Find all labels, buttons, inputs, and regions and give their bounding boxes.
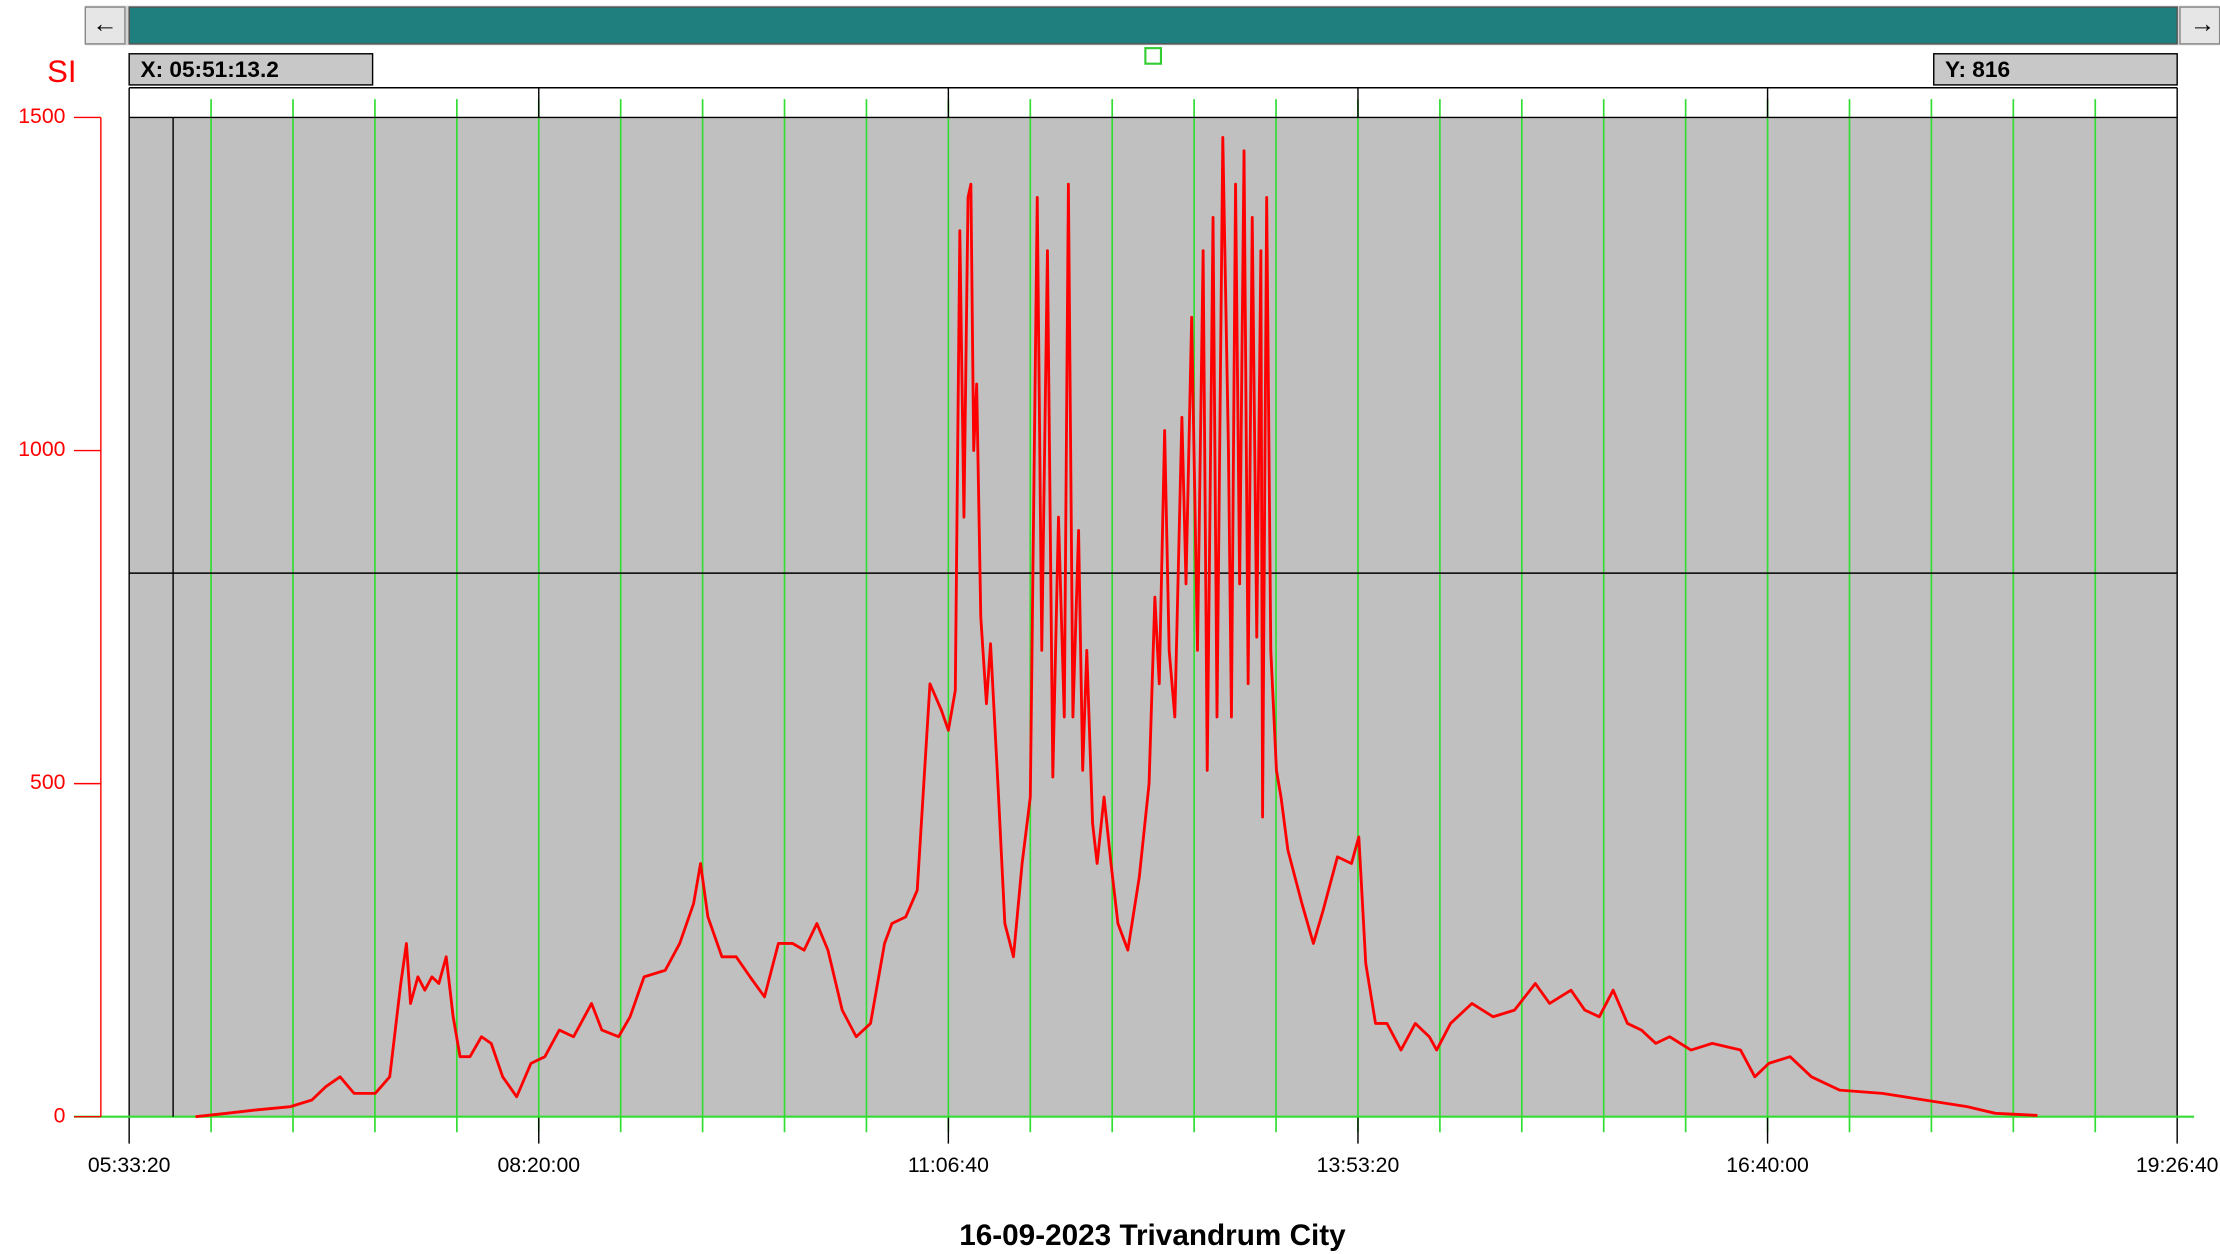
chart-title: 16-09-2023 Trivandrum City	[959, 1219, 1346, 1252]
scroll-thumb[interactable]	[128, 6, 2178, 45]
x-tick-label: 08:20:00	[497, 1154, 580, 1177]
scroll-left-button[interactable]	[84, 6, 126, 45]
center-marker	[1144, 47, 1163, 65]
x-tick-label: 13:53:20	[1317, 1154, 1400, 1177]
data-line	[195, 136, 2038, 1119]
y-readout-box	[1933, 53, 2178, 86]
scroll-right-button[interactable]	[2179, 6, 2220, 45]
x-tick-label: 05:33:20	[88, 1154, 171, 1177]
x-readout-box	[128, 53, 374, 86]
scroll-left-arrow[interactable]: ←	[92, 10, 117, 38]
x-readout: X: 05:51:13.2	[140, 57, 278, 82]
x-tick-label: 11:06:40	[908, 1154, 989, 1177]
y-tick-label: 1500	[18, 105, 65, 128]
y-tick-label: 1000	[18, 438, 65, 461]
y-tick-label: 0	[54, 1104, 66, 1127]
y-axis-label: SI	[47, 54, 76, 89]
scroll-right-arrow[interactable]: →	[2190, 10, 2215, 38]
x-tick-label: 16:40:00	[1726, 1154, 1809, 1177]
y-readout: Y: 816	[1945, 57, 2010, 82]
x-tick-label: 19:26:40	[2136, 1154, 2219, 1177]
y-tick-label: 500	[30, 771, 65, 794]
